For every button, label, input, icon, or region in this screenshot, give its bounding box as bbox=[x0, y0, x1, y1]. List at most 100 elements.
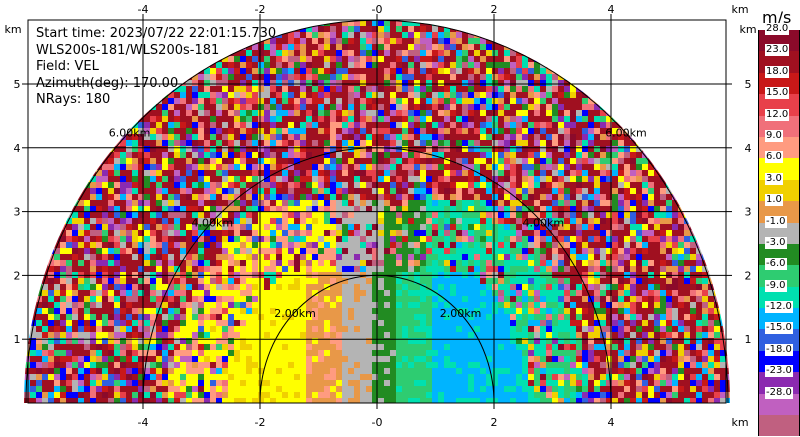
velocity-cell bbox=[642, 260, 648, 266]
velocity-cell bbox=[378, 38, 384, 44]
velocity-cell bbox=[624, 230, 630, 236]
velocity-cell bbox=[96, 176, 102, 182]
velocity-cell bbox=[552, 86, 558, 92]
velocity-cell bbox=[324, 230, 330, 236]
velocity-cell bbox=[444, 146, 450, 152]
velocity-cell bbox=[270, 248, 276, 254]
velocity-cell bbox=[480, 104, 486, 110]
velocity-cell bbox=[690, 152, 696, 158]
velocity-cell bbox=[282, 152, 288, 158]
velocity-cell bbox=[360, 32, 366, 38]
velocity-cell bbox=[312, 98, 318, 104]
velocity-cell bbox=[582, 74, 588, 80]
velocity-cell bbox=[510, 170, 516, 176]
velocity-cell bbox=[300, 182, 306, 188]
velocity-cell bbox=[396, 164, 402, 170]
velocity-cell bbox=[312, 110, 318, 116]
velocity-cell bbox=[360, 122, 366, 128]
velocity-cell bbox=[516, 260, 522, 266]
velocity-cell bbox=[150, 242, 156, 248]
velocity-cell bbox=[684, 38, 690, 44]
velocity-cell bbox=[504, 122, 510, 128]
velocity-cell bbox=[726, 170, 730, 176]
velocity-cell bbox=[282, 260, 288, 266]
velocity-cell bbox=[684, 164, 690, 170]
velocity-cell bbox=[720, 62, 726, 68]
velocity-cell bbox=[270, 44, 276, 50]
velocity-cell bbox=[528, 224, 534, 230]
velocity-cell bbox=[456, 182, 462, 188]
velocity-cell bbox=[468, 212, 474, 218]
velocity-cell bbox=[588, 170, 594, 176]
velocity-cell bbox=[456, 86, 462, 92]
velocity-cell bbox=[156, 128, 162, 134]
velocity-cell bbox=[630, 230, 636, 236]
velocity-cell bbox=[132, 218, 138, 224]
velocity-cell bbox=[618, 80, 624, 86]
velocity-cell bbox=[210, 236, 216, 242]
velocity-cell bbox=[660, 176, 666, 182]
velocity-cell bbox=[234, 92, 240, 98]
velocity-cell bbox=[228, 116, 234, 122]
velocity-cell bbox=[336, 164, 342, 170]
velocity-cell bbox=[438, 32, 444, 38]
velocity-cell bbox=[210, 158, 216, 164]
velocity-cell bbox=[390, 86, 396, 92]
velocity-cell bbox=[690, 20, 696, 26]
velocity-cell bbox=[426, 146, 432, 152]
velocity-cell bbox=[540, 26, 546, 32]
velocity-cell bbox=[654, 50, 660, 56]
velocity-cell bbox=[720, 122, 726, 128]
velocity-cell bbox=[456, 128, 462, 134]
velocity-cell bbox=[414, 188, 420, 194]
velocity-cell bbox=[558, 116, 564, 122]
velocity-cell bbox=[150, 218, 156, 224]
velocity-cell bbox=[90, 266, 96, 272]
velocity-cell bbox=[180, 98, 186, 104]
velocity-cell bbox=[540, 20, 546, 26]
velocity-cell bbox=[624, 212, 630, 218]
velocity-cell bbox=[258, 164, 264, 170]
velocity-cell bbox=[570, 212, 576, 218]
velocity-cell bbox=[426, 122, 432, 128]
velocity-cell bbox=[456, 164, 462, 170]
velocity-cell bbox=[150, 212, 156, 218]
velocity-cell bbox=[462, 266, 468, 272]
velocity-cell bbox=[504, 38, 510, 44]
velocity-cell bbox=[702, 266, 708, 272]
velocity-cell bbox=[696, 218, 702, 224]
velocity-cell bbox=[714, 104, 720, 110]
velocity-cell bbox=[462, 74, 468, 80]
velocity-cell bbox=[480, 236, 486, 242]
velocity-cell bbox=[300, 68, 306, 74]
velocity-cell bbox=[270, 146, 276, 152]
velocity-cell bbox=[672, 152, 678, 158]
velocity-cell bbox=[72, 116, 78, 122]
velocity-cell bbox=[120, 266, 126, 272]
velocity-cell bbox=[450, 158, 456, 164]
velocity-cell bbox=[84, 242, 90, 248]
velocity-cell bbox=[294, 260, 300, 266]
velocity-cell bbox=[192, 248, 198, 254]
velocity-cell bbox=[156, 134, 162, 140]
velocity-cell bbox=[282, 104, 288, 110]
velocity-cell bbox=[528, 146, 534, 152]
velocity-cell bbox=[186, 164, 192, 170]
velocity-cell bbox=[366, 74, 372, 80]
velocity-cell bbox=[306, 266, 312, 272]
velocity-cell bbox=[198, 122, 204, 128]
velocity-cell bbox=[594, 44, 600, 50]
velocity-cell bbox=[162, 182, 168, 188]
velocity-cell bbox=[510, 110, 516, 116]
velocity-cell bbox=[228, 104, 234, 110]
velocity-cell bbox=[162, 230, 168, 236]
velocity-cell bbox=[144, 128, 150, 134]
velocity-cell bbox=[432, 188, 438, 194]
velocity-cell bbox=[690, 92, 696, 98]
velocity-cell bbox=[618, 134, 624, 140]
velocity-cell bbox=[276, 200, 282, 206]
velocity-cell bbox=[180, 122, 186, 128]
velocity-cell bbox=[240, 170, 246, 176]
velocity-cell bbox=[570, 20, 576, 26]
velocity-cell bbox=[144, 134, 150, 140]
